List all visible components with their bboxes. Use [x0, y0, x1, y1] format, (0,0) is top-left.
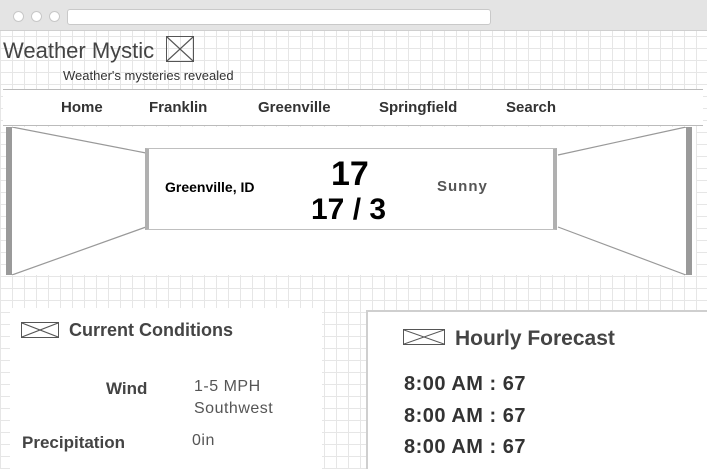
hourly-forecast-title: Hourly Forecast	[455, 327, 615, 350]
hero-location: Greenville, ID	[165, 179, 255, 195]
site-title: Weather Mystic	[3, 38, 155, 63]
main-navigation: Home Franklin Greenville Springfield Sea…	[3, 89, 703, 126]
nav-item-franklin[interactable]: Franklin	[149, 99, 208, 116]
window-close-dot[interactable]	[13, 11, 24, 22]
hourly-row: 8:00 AM : 67	[404, 436, 526, 458]
current-conditions-panel	[10, 308, 322, 469]
browser-toolbar	[0, 0, 707, 31]
nav-item-home[interactable]: Home	[61, 99, 103, 116]
hero-temperature: 17	[331, 155, 369, 193]
precipitation-label: Precipitation	[22, 433, 125, 452]
nav-item-search[interactable]: Search	[506, 99, 557, 116]
nav-item-springfield[interactable]: Springfield	[379, 99, 458, 116]
logo-placeholder-icon	[166, 36, 194, 62]
hero-high-low: 17 / 3	[311, 193, 387, 226]
wind-label: Wind	[106, 379, 148, 398]
hero-condition: Sunny	[437, 178, 488, 195]
hero-right-edge	[686, 127, 692, 275]
wind-speed: 1-5 MPH	[194, 378, 261, 395]
hero-image-placeholder-icon	[11, 127, 687, 275]
hero-weather-card	[145, 148, 557, 230]
hourly-forecast-placeholder-icon	[403, 329, 445, 345]
hourly-row: 8:00 AM : 67	[404, 373, 526, 395]
site-tagline: Weather's mysteries revealed	[63, 68, 234, 83]
hero-left-edge	[6, 127, 12, 275]
window-minimize-dot[interactable]	[31, 11, 42, 22]
window-maximize-dot[interactable]	[49, 11, 60, 22]
precipitation-value: 0in	[192, 432, 215, 449]
current-conditions-placeholder-icon	[21, 322, 59, 338]
hourly-row: 8:00 AM : 67	[404, 405, 526, 427]
wind-direction: Southwest	[194, 400, 274, 417]
address-bar[interactable]	[67, 9, 491, 25]
nav-item-greenville[interactable]: Greenville	[258, 99, 331, 116]
current-conditions-title: Current Conditions	[69, 320, 233, 340]
